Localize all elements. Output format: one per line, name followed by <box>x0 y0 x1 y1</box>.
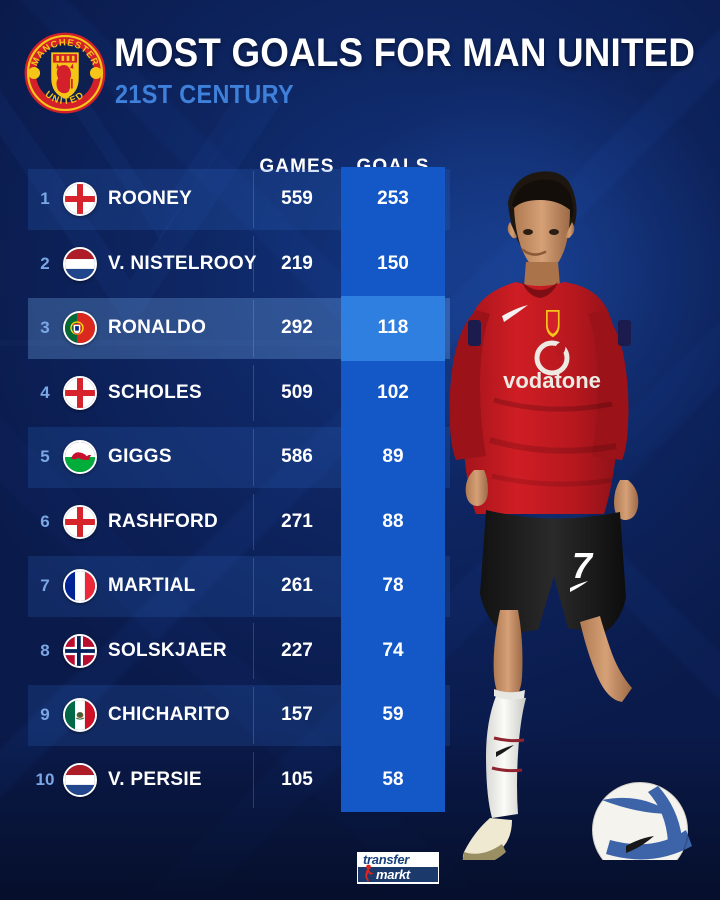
flag-wales-icon <box>63 440 97 475</box>
column-divider <box>253 493 254 550</box>
games-value: 157 <box>281 704 313 726</box>
games-value: 271 <box>281 510 313 532</box>
table-row[interactable]: 4 SCHOLES 509 102 <box>0 360 450 425</box>
column-divider <box>253 171 254 228</box>
player-name: V. NISTELROOY <box>108 252 257 274</box>
goals-value: 88 <box>382 510 404 532</box>
goals-value: 150 <box>377 252 409 274</box>
manchester-united-crest-icon: MANCHESTER UNITED <box>24 32 106 114</box>
games-value: 227 <box>281 639 313 661</box>
player-name: V. PERSIE <box>108 768 202 790</box>
table-rows: 1 ROONEY 559 253 2 V. NISTELROOY 219 150 3 RON… <box>0 167 450 812</box>
games-value: 261 <box>281 575 313 597</box>
table-row[interactable]: 10 V. PERSIE 105 58 <box>0 747 450 812</box>
column-divider <box>253 687 254 744</box>
goals-cell-background <box>341 296 445 361</box>
goals-value: 102 <box>377 381 409 403</box>
column-divider <box>253 429 254 486</box>
column-divider <box>253 364 254 421</box>
goals-cell-background <box>341 683 445 748</box>
goals-value: 253 <box>377 188 409 210</box>
flag-netherlands-icon <box>63 246 97 281</box>
goals-cell-background <box>341 425 445 490</box>
goals-value: 59 <box>382 704 404 726</box>
table-row[interactable]: 6 RASHFORD 271 88 <box>0 489 450 554</box>
rank-number: 6 <box>40 511 50 531</box>
table-row[interactable]: 5 GIGGS 586 89 <box>0 425 450 490</box>
cristiano-ronaldo-photo: vodatone 7 <box>449 171 692 860</box>
table-row[interactable]: 1 ROONEY 559 253 <box>0 167 450 232</box>
flag-netherlands-icon <box>63 762 97 797</box>
column-divider <box>253 751 254 808</box>
flag-england-icon <box>63 504 97 539</box>
rank-number: 5 <box>40 447 50 467</box>
flag-norway-icon <box>63 633 97 668</box>
flag-england-icon <box>63 182 97 217</box>
table-row[interactable]: 9 CHICHARITO 157 59 <box>0 683 450 748</box>
player-name: RASHFORD <box>108 510 219 532</box>
transfermarkt-runner-icon <box>365 864 373 882</box>
column-divider <box>253 300 254 357</box>
goals-cell-background <box>341 747 445 812</box>
games-value: 219 <box>281 252 313 274</box>
player-name: MARTIAL <box>108 575 196 597</box>
player-name: SOLSKJAER <box>108 639 227 661</box>
column-divider <box>253 235 254 292</box>
table-column-headers: GAMES GOALS <box>0 135 450 177</box>
flag-mexico-icon <box>63 698 97 733</box>
column-divider <box>253 622 254 679</box>
flag-france-icon <box>63 569 97 604</box>
table-row[interactable]: 7 MARTIAL 261 78 <box>0 554 450 619</box>
table-row[interactable]: 8 SOLSKJAER 227 74 <box>0 618 450 683</box>
player-name: CHICHARITO <box>108 704 230 726</box>
player-name: SCHOLES <box>108 381 202 403</box>
rank-number: 4 <box>40 382 50 402</box>
goals-value: 58 <box>382 768 404 790</box>
table-row[interactable]: 2 V. NISTELROOY 219 150 <box>0 231 450 296</box>
games-value: 105 <box>281 768 313 790</box>
player-name: GIGGS <box>108 446 172 468</box>
flag-england-icon <box>63 375 97 410</box>
svg-text:vodatone: vodatone <box>503 368 601 393</box>
games-value: 509 <box>281 381 313 403</box>
rank-number: 2 <box>40 253 50 273</box>
goals-cell-background <box>341 618 445 683</box>
transfermarkt-logo-bottom: markt <box>358 867 438 882</box>
goals-cell-background <box>341 554 445 619</box>
transfermarkt-logo-markt: markt <box>376 867 410 882</box>
transfermarkt-logo-icon[interactable]: transfer markt <box>357 852 439 884</box>
shorts-number: 7 <box>572 545 594 586</box>
rank-number: 3 <box>40 318 50 338</box>
goals-cell-background <box>341 231 445 296</box>
games-value: 586 <box>281 446 313 468</box>
transfermarkt-logo-top: transfer <box>358 853 438 867</box>
rank-number: 7 <box>40 576 50 596</box>
player-name: ROONEY <box>108 188 193 210</box>
goals-value: 118 <box>377 317 409 339</box>
goals-value: 74 <box>382 639 404 661</box>
games-value: 292 <box>281 317 313 339</box>
rank-number: 8 <box>40 640 50 660</box>
player-name: RONALDO <box>108 317 207 339</box>
page-subtitle: 21ST CENTURY <box>115 79 294 109</box>
rank-number: 9 <box>40 705 50 725</box>
goals-value: 78 <box>382 575 404 597</box>
column-divider <box>253 558 254 615</box>
flag-portugal-icon <box>63 311 97 346</box>
transfermarkt-logo-transfer: transfer <box>363 852 410 867</box>
header: MANCHESTER UNITED MOST GOALS FOR MAN UNI… <box>0 0 720 130</box>
games-value: 559 <box>281 188 313 210</box>
goals-cell-background <box>341 489 445 554</box>
goals-cell-background <box>341 360 445 425</box>
table-row[interactable]: 3 RONALDO 292 118 <box>0 296 450 361</box>
rank-number: 10 <box>35 769 55 789</box>
goals-value: 89 <box>382 446 404 468</box>
column-header-games: GAMES <box>259 156 335 178</box>
rank-number: 1 <box>40 189 50 209</box>
goals-cell-background <box>341 167 445 232</box>
page-title: MOST GOALS FOR MAN UNITED <box>114 31 696 75</box>
